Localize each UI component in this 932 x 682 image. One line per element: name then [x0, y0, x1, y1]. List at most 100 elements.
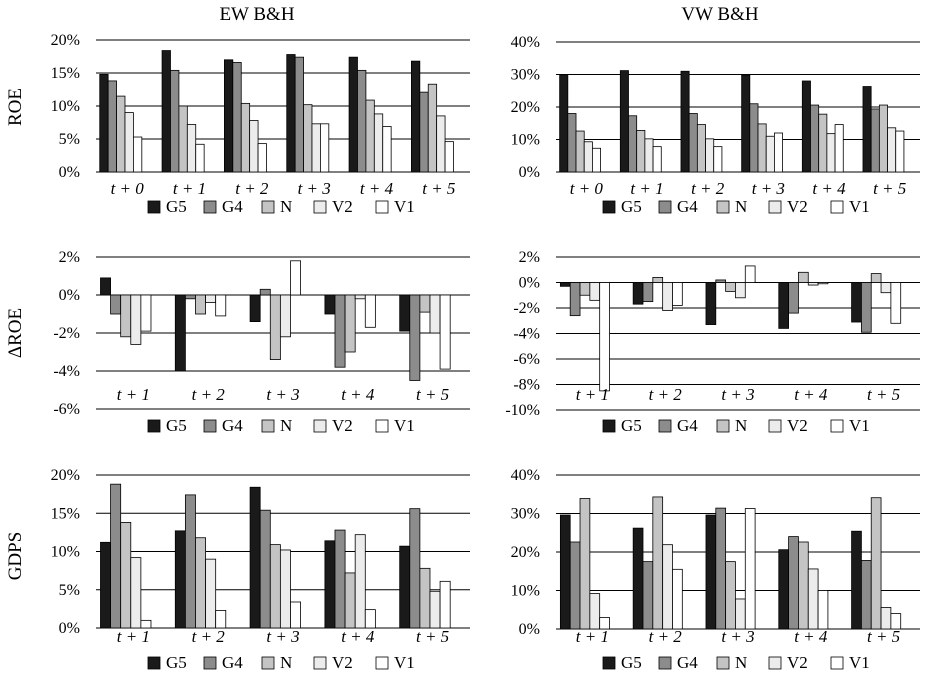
bar-v2 — [436, 115, 446, 173]
bar-v2 — [662, 282, 673, 311]
y-tick-label: 20% — [511, 99, 540, 116]
bar-v2 — [705, 138, 715, 173]
bar-g4 — [107, 80, 117, 173]
bar-g5 — [174, 530, 186, 629]
bar-g5 — [778, 282, 789, 329]
bar-g5 — [851, 282, 862, 323]
category-label: t + 5 — [873, 179, 906, 198]
bar-v1 — [364, 294, 376, 328]
category-label: t + 1 — [117, 385, 150, 404]
legend-swatch-v1 — [830, 200, 844, 214]
legend-swatch-v1 — [375, 419, 389, 433]
bar-g5 — [632, 282, 644, 305]
bar-g5 — [99, 73, 109, 173]
bar-v1 — [672, 282, 683, 306]
bar-g4 — [184, 294, 196, 300]
bar-g4 — [110, 294, 122, 315]
y-tick-label: 0% — [519, 275, 540, 292]
legend-label-g4: G4 — [222, 653, 243, 672]
bar-v1 — [834, 124, 844, 173]
category-label: t + 2 — [649, 385, 683, 404]
legend-label-g5: G5 — [166, 197, 187, 216]
category-label: t + 5 — [416, 627, 449, 646]
bar-v2 — [429, 590, 441, 629]
bar-g4 — [810, 104, 820, 173]
bar-g5 — [705, 514, 717, 630]
bar-v1 — [890, 613, 902, 630]
legend-swatch-v1 — [830, 419, 844, 433]
bar-v1 — [744, 265, 756, 283]
bar-v1 — [817, 282, 829, 285]
legend-swatch-g4 — [203, 419, 217, 433]
bar-g4 — [334, 529, 346, 629]
bar-g4 — [688, 113, 698, 173]
legend-swatch-v2 — [313, 419, 327, 433]
bar-g4 — [110, 483, 122, 629]
bar-g5 — [705, 282, 717, 325]
legend-swatch-n — [716, 656, 730, 670]
bar-g4 — [409, 508, 421, 629]
bar-g5 — [559, 282, 571, 287]
category-label: t + 5 — [867, 627, 900, 646]
category-label: t + 3 — [752, 179, 785, 198]
bar-v2 — [354, 534, 366, 629]
category-label: t + 4 — [794, 627, 828, 646]
category-label: t + 3 — [298, 179, 331, 198]
y-tick-label: 15% — [51, 505, 80, 522]
bar-n — [575, 130, 585, 173]
bar-v1 — [319, 123, 330, 173]
bar-v1 — [290, 601, 301, 629]
bar-v1 — [713, 146, 723, 173]
bar-n — [419, 567, 431, 629]
bar-v2 — [311, 123, 321, 173]
bar-g4 — [642, 282, 654, 303]
bar-v1 — [215, 294, 227, 317]
legend-swatch-g4 — [658, 200, 672, 214]
bar-v2 — [880, 607, 892, 630]
category-label: t + 0 — [570, 179, 604, 198]
y-tick-label: 5% — [59, 131, 80, 148]
category-label: t + 2 — [192, 385, 226, 404]
bar-v2 — [807, 282, 819, 286]
bar-v1 — [774, 132, 783, 173]
bar-g4 — [419, 91, 429, 173]
bar-g4 — [642, 561, 654, 630]
y-tick-label: 10% — [511, 132, 540, 149]
category-label: t + 3 — [721, 627, 754, 646]
category-label: t + 4 — [794, 385, 828, 404]
legend-label-g5: G5 — [621, 197, 642, 216]
bar-n — [757, 123, 767, 173]
bar-g5 — [324, 294, 336, 315]
legend-label-v1: V1 — [849, 197, 870, 216]
legend-label-v2: V2 — [332, 416, 353, 435]
bar-v1 — [290, 260, 301, 296]
y-tick-label: -4% — [513, 326, 540, 343]
y-tick-label: -10% — [505, 402, 540, 419]
legend-label-g5: G5 — [166, 416, 187, 435]
legend-swatch-n — [261, 200, 275, 214]
category-label: t + 1 — [117, 627, 150, 646]
y-tick-label: 10% — [51, 544, 80, 561]
bar-g5 — [286, 54, 296, 173]
legend-swatch-g4 — [203, 200, 217, 214]
bar-g5 — [862, 86, 872, 173]
bar-v1 — [895, 130, 905, 173]
bar-v2 — [373, 113, 384, 173]
legend-swatch-v1 — [375, 200, 389, 214]
bar-g5 — [619, 70, 629, 173]
y-tick-label: 20% — [51, 32, 80, 49]
bar-g4 — [749, 103, 759, 173]
legend-swatch-n — [261, 656, 275, 670]
bar-n — [365, 99, 375, 173]
bar-v1 — [599, 282, 610, 392]
bar-g4 — [170, 69, 180, 173]
bar-g4 — [409, 294, 421, 381]
category-label: t + 4 — [341, 385, 375, 404]
category-label: t + 1 — [576, 385, 609, 404]
bar-n — [344, 294, 356, 353]
bar-g4 — [334, 294, 346, 368]
bar-g5 — [851, 530, 862, 630]
bar-v2 — [205, 294, 217, 303]
legend-label-v2: V2 — [787, 197, 808, 216]
